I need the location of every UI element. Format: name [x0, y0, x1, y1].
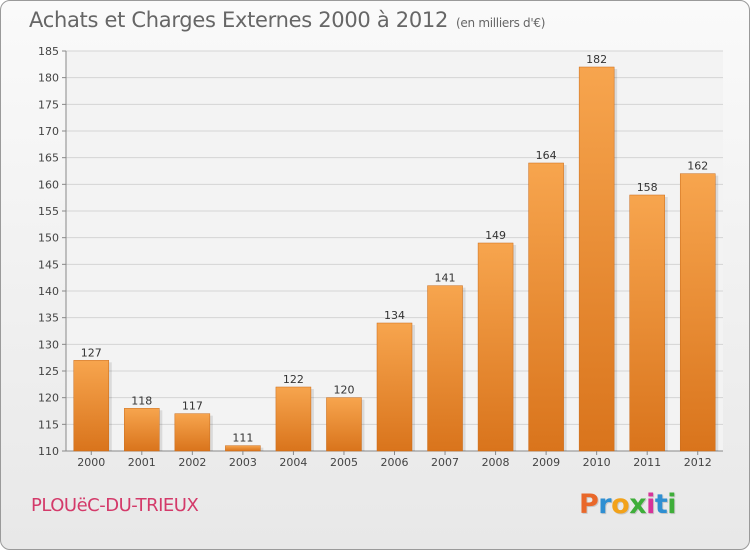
x-tick-label: 2012	[684, 456, 712, 469]
bar	[578, 66, 615, 452]
y-tick-label: 165	[38, 152, 59, 165]
x-tick-label: 2003	[229, 456, 257, 469]
y-tick-label: 115	[38, 418, 59, 431]
bar-value-label: 158	[637, 181, 658, 194]
x-tick-label: 2011	[633, 456, 661, 469]
logo-letter: i	[667, 489, 677, 520]
y-tick-label: 180	[38, 72, 59, 85]
x-tick-label: 2009	[532, 456, 560, 469]
bar-value-label: 127	[81, 346, 102, 359]
bar	[629, 194, 665, 452]
x-tick-label: 2007	[431, 456, 459, 469]
bar-value-label: 134	[384, 309, 405, 322]
x-tick-label: 2008	[482, 456, 510, 469]
bar	[275, 386, 312, 452]
y-tick-label: 110	[38, 445, 59, 458]
x-tick-label: 2006	[381, 456, 409, 469]
y-tick-label: 150	[38, 232, 59, 245]
bar-value-label: 149	[485, 229, 506, 242]
x-tick-label: 2004	[279, 456, 307, 469]
bar	[225, 445, 261, 452]
y-tick-label: 125	[38, 365, 59, 378]
bar-value-label: 117	[182, 400, 203, 413]
bar-value-label: 141	[435, 272, 456, 285]
y-tick-label: 120	[38, 392, 59, 405]
y-tick-label: 155	[38, 205, 59, 218]
bar	[528, 162, 564, 452]
bar-value-label: 162	[687, 160, 708, 173]
bar-value-label: 164	[536, 149, 557, 162]
x-tick-label: 2002	[178, 456, 206, 469]
x-tick-label: 2001	[128, 456, 156, 469]
logo-letter: r	[598, 489, 612, 520]
y-tick-label: 170	[38, 125, 59, 138]
bar	[376, 322, 413, 452]
logo-letter: P	[579, 489, 599, 520]
town-name: PLOUëC-DU-TRIEUX	[31, 495, 199, 516]
bar-value-label: 120	[333, 384, 354, 397]
y-tick-label: 160	[38, 178, 59, 191]
x-tick-label: 2000	[77, 456, 105, 469]
y-tick-label: 130	[38, 338, 59, 351]
proxiti-logo: Proxiti	[579, 489, 677, 520]
y-tick-label: 185	[38, 45, 59, 58]
logo-letter: x	[629, 489, 647, 520]
bar	[174, 413, 211, 452]
y-tick-label: 145	[38, 258, 59, 271]
bar	[124, 408, 160, 452]
bar	[326, 397, 362, 452]
chart-title-text: Achats et Charges Externes 2000 à 2012	[29, 8, 449, 32]
bar-value-label: 122	[283, 373, 304, 386]
chart-title: Achats et Charges Externes 2000 à 2012 (e…	[29, 8, 545, 32]
y-tick-label: 135	[38, 312, 59, 325]
bar	[477, 242, 514, 452]
x-tick-label: 2005	[330, 456, 358, 469]
x-tick-label: 2010	[583, 456, 611, 469]
logo-letter: o	[611, 489, 630, 520]
chart-subtitle: (en milliers d'€)	[456, 16, 546, 30]
logo-letter: t	[654, 489, 668, 520]
bar-value-label: 118	[131, 394, 152, 407]
bar	[427, 285, 463, 452]
logo-letter: i	[646, 489, 655, 520]
bar	[73, 360, 110, 452]
y-tick-label: 140	[38, 285, 59, 298]
bar-value-label: 111	[232, 432, 253, 445]
bar	[679, 173, 716, 452]
bar-value-label: 182	[586, 53, 607, 66]
y-tick-label: 175	[38, 98, 59, 111]
